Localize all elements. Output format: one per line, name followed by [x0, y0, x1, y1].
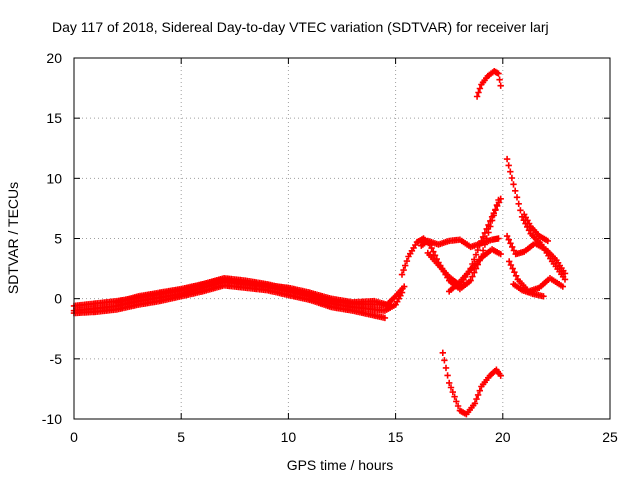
- y-tick-label: 0: [54, 291, 62, 307]
- y-tick-label: -10: [42, 411, 62, 427]
- y-tick-label: -5: [50, 351, 63, 367]
- chart-title: Day 117 of 2018, Sidereal Day-to-day VTE…: [52, 19, 549, 35]
- x-tick-label: 10: [281, 429, 297, 445]
- y-tick-label: 20: [46, 50, 62, 66]
- data-series: [70, 68, 569, 418]
- x-axis-label: GPS time / hours: [287, 457, 394, 473]
- y-axis-label: SDTVAR / TECUs: [5, 182, 21, 294]
- y-tick-label: 15: [46, 110, 62, 126]
- y-tick-label: 5: [54, 231, 62, 247]
- y-tick-label: 10: [46, 170, 62, 186]
- series-track-right-e: [510, 281, 547, 300]
- series-track-top: [473, 68, 504, 100]
- axis-ticks: 0 5 10 15 20 25 -10 -5 0 5 10 15 20: [42, 50, 618, 445]
- x-tick-label: 20: [495, 429, 511, 445]
- series-track-rise-b: [418, 235, 502, 251]
- series-track-base-d: [113, 276, 395, 310]
- x-tick-label: 0: [70, 429, 78, 445]
- series-track-right-d: [521, 211, 551, 245]
- x-tick-label: 15: [388, 429, 404, 445]
- series-track-bottom: [439, 349, 504, 418]
- series-track-rise-d: [446, 246, 504, 295]
- x-tick-label: 25: [602, 429, 618, 445]
- x-tick-label: 5: [177, 429, 185, 445]
- grid: [74, 58, 610, 419]
- series-track-right-b: [503, 232, 569, 277]
